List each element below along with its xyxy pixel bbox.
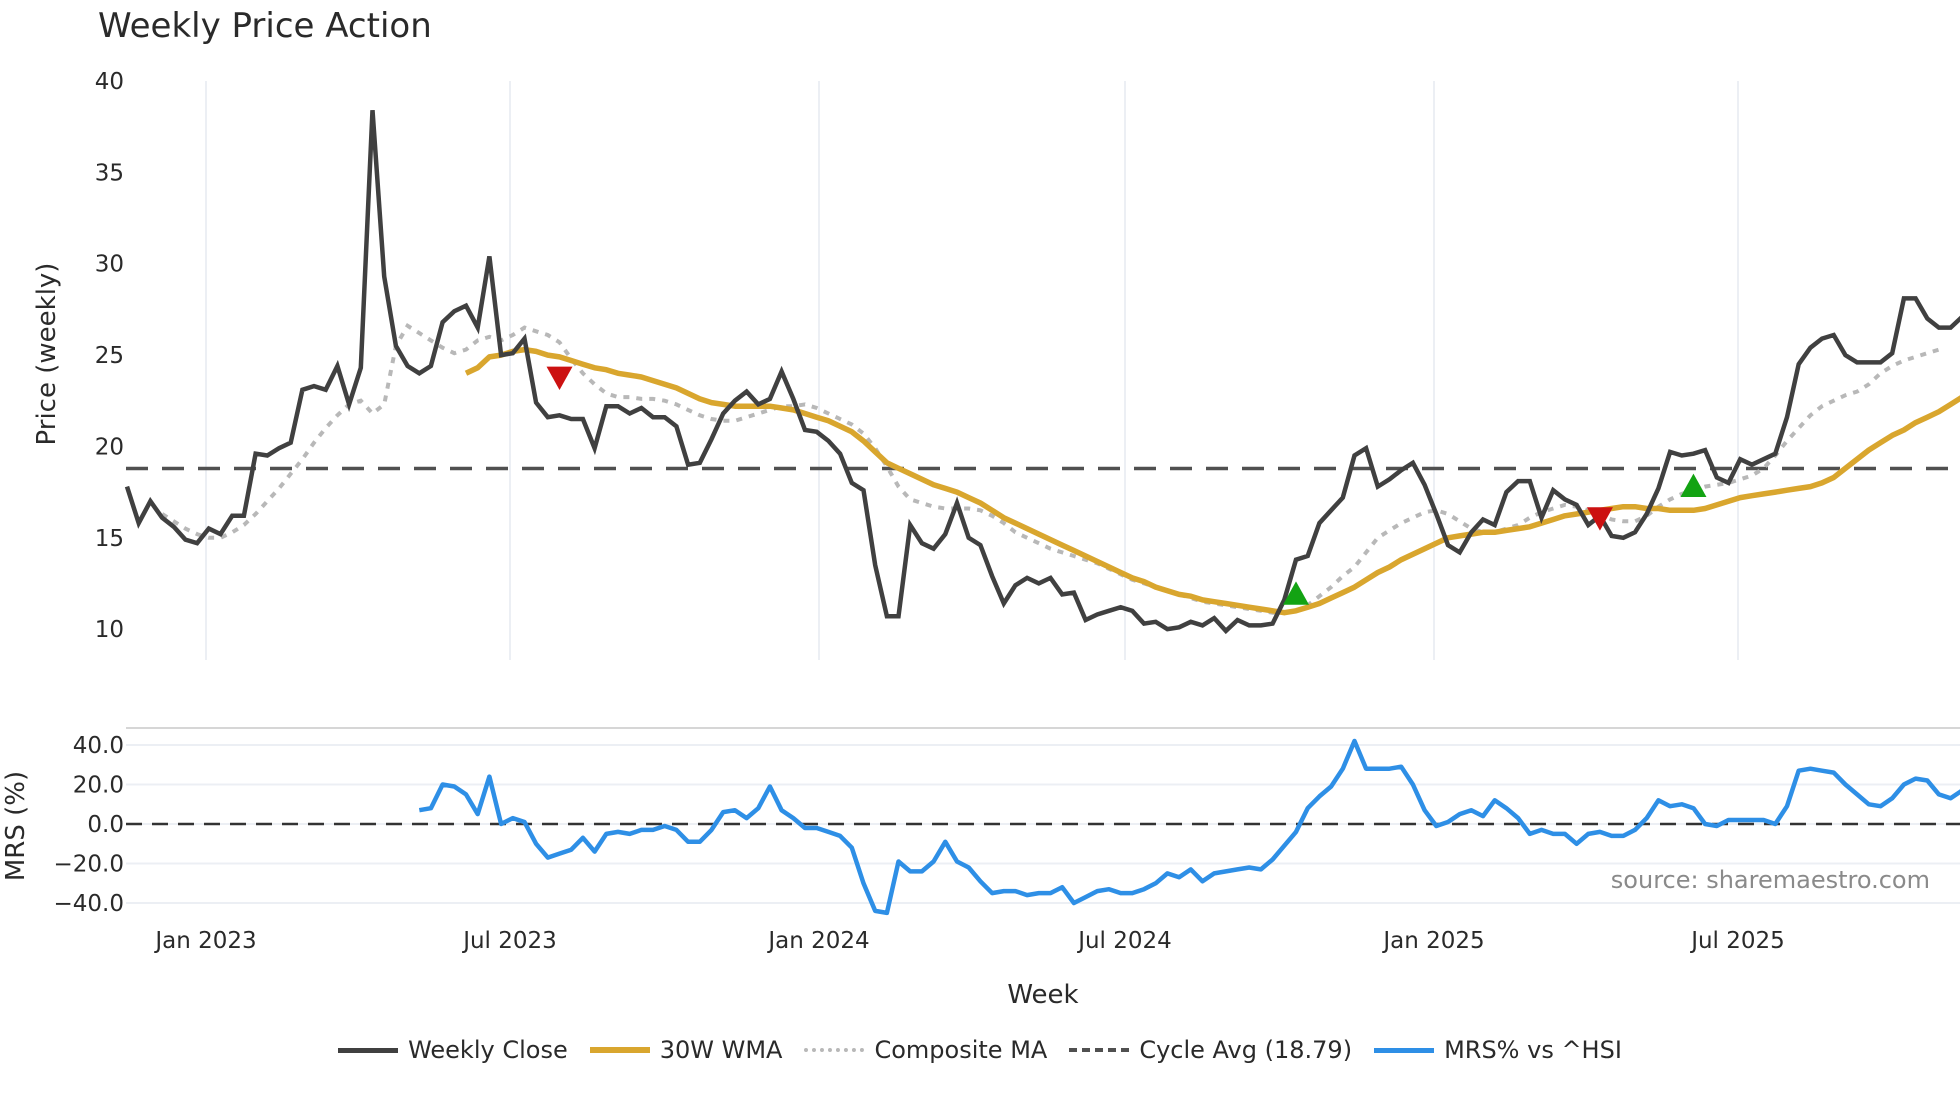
wma-swatch-icon bbox=[589, 1047, 650, 1053]
weekly-close-line bbox=[124, 110, 1960, 635]
date-tick: Jul 2023 bbox=[461, 928, 557, 954]
legend-label: MRS% vs ^HSI bbox=[1444, 1036, 1622, 1064]
legend-item-composite-ma[interactable]: Composite MA bbox=[804, 1036, 1047, 1064]
mrs-y-axis-label: MRS (%) bbox=[1, 771, 31, 881]
sell-signal-icon bbox=[1586, 507, 1613, 531]
price-tick: 25 bbox=[95, 343, 124, 369]
legend-label: 30W WMA bbox=[659, 1036, 783, 1064]
x-axis-label: Week bbox=[1007, 980, 1078, 1010]
sell-signal-icon bbox=[546, 366, 573, 390]
x-date-ticks: Jan 2023 Jul 2023 Jan 2024 Jul 2024 Jan 2025… bbox=[153, 928, 1784, 954]
legend-item-weekly-close[interactable]: Weekly Close bbox=[338, 1036, 568, 1064]
signal-markers bbox=[546, 366, 1707, 605]
composite-ma-swatch-icon bbox=[804, 1048, 865, 1052]
mrs-tick: 40.0 bbox=[73, 733, 124, 759]
mrs-swatch-icon bbox=[1374, 1047, 1435, 1053]
mrs-y-ticks: 40.0 20.0 0.0 −20.0 −40.0 bbox=[54, 733, 124, 917]
price-y-ticks: 40 35 30 25 20 15 10 bbox=[95, 69, 124, 643]
price-tick: 20 bbox=[95, 434, 124, 460]
date-tick: Jul 2025 bbox=[1689, 928, 1785, 954]
price-tick: 30 bbox=[95, 252, 124, 278]
mrs-tick: 0.0 bbox=[87, 812, 124, 838]
mrs-tick: 20.0 bbox=[73, 773, 124, 799]
mrs-line bbox=[418, 738, 1960, 916]
date-tick: Jan 2024 bbox=[766, 928, 869, 954]
price-tick: 10 bbox=[95, 617, 124, 643]
source-label: source: sharemaestro.com bbox=[1610, 866, 1930, 894]
date-tick: Jan 2025 bbox=[1381, 928, 1484, 954]
legend-item-mrs[interactable]: MRS% vs ^HSI bbox=[1374, 1036, 1622, 1064]
date-tick: Jan 2023 bbox=[153, 928, 256, 954]
legend-item-cycle-avg[interactable]: Cycle Avg (18.79) bbox=[1069, 1036, 1352, 1064]
legend: Weekly Close 30W WMA Composite MA Cycle … bbox=[0, 1036, 1960, 1064]
legend-label: Cycle Avg (18.79) bbox=[1139, 1036, 1353, 1064]
mrs-tick: −20.0 bbox=[54, 852, 124, 878]
composite-ma-line bbox=[161, 323, 1940, 615]
wma-line bbox=[464, 346, 1960, 616]
legend-item-wma[interactable]: 30W WMA bbox=[589, 1036, 783, 1064]
price-y-axis-label: Price (weekly) bbox=[32, 263, 62, 446]
price-tick: 35 bbox=[95, 160, 124, 186]
legend-label: Composite MA bbox=[874, 1036, 1048, 1064]
legend-label: Weekly Close bbox=[408, 1036, 568, 1064]
date-tick: Jul 2024 bbox=[1076, 928, 1172, 954]
mrs-tick: −40.0 bbox=[54, 891, 124, 917]
weekly-close-swatch-icon bbox=[338, 1047, 399, 1053]
price-tick: 15 bbox=[95, 526, 124, 552]
buy-signal-icon bbox=[1680, 473, 1707, 497]
chart-title: Weekly Price Action bbox=[98, 6, 432, 46]
cycle-avg-swatch-icon bbox=[1069, 1048, 1130, 1052]
price-tick: 40 bbox=[95, 69, 124, 95]
buy-signal-icon bbox=[1283, 581, 1309, 605]
price-grid bbox=[205, 81, 1739, 660]
